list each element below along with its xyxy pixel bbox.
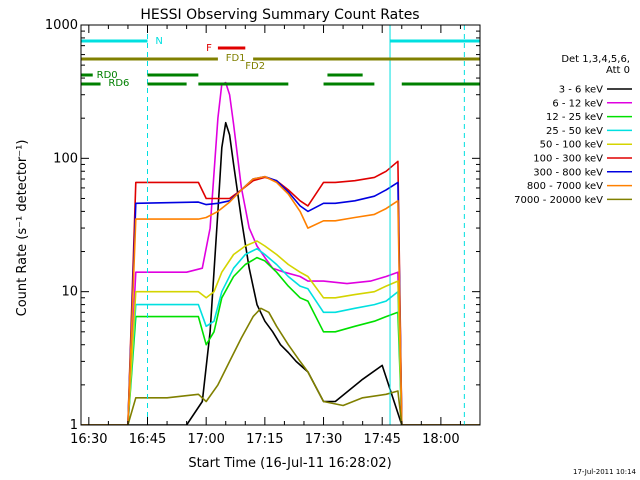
legend-label-3: 12 - 25 keV — [546, 112, 603, 123]
legend: Det 1,3,4,5,6,Att 03 - 6 keV 6 - 12 keV 12… — [514, 54, 632, 206]
series-line-9 — [81, 307, 480, 425]
legend-label-2: 6 - 12 keV — [552, 98, 603, 109]
flag-label-n: N — [155, 36, 162, 47]
plot-frame — [80, 24, 481, 426]
legend-label-1: 3 - 6 keV — [559, 85, 603, 96]
series-line-4 — [81, 247, 480, 425]
x-tick-label-1745: 17:45 — [363, 432, 400, 447]
series-line-5 — [81, 240, 480, 425]
series-line-6 — [81, 160, 480, 425]
flag-label-f: F — [206, 43, 212, 54]
legend-label-6: 100 - 300 keV — [533, 154, 603, 165]
y-tick-label-100: 100 — [53, 151, 78, 166]
y-tick-label-1000: 1000 — [45, 18, 78, 33]
x-tick-label-1645: 16:45 — [129, 432, 166, 447]
legend-label-9: 7000 - 20000 keV — [514, 195, 603, 206]
x-axis-label: Start Time (16-Jul-11 16:28:02) — [188, 456, 391, 471]
axes: 16:30 16:45 17:00 17:15 17:30 17:45 18:00 1 10 10… — [45, 18, 481, 447]
legend-label-8: 800 - 7000 keV — [527, 181, 603, 192]
x-tick-label-1700: 17:00 — [187, 432, 224, 447]
flag-label-rd0: RD0 — [97, 70, 118, 81]
legend-label-7: 300 - 800 keV — [533, 167, 603, 178]
legend-header-2: Att 0 — [606, 65, 630, 76]
y-axis-label: Count Rate (s⁻¹ detector⁻¹) — [15, 140, 30, 317]
legend-label-5: 50 - 100 keV — [540, 140, 604, 151]
y-tick-label-10: 10 — [61, 285, 78, 300]
series-group — [81, 81, 480, 425]
series-line-2 — [81, 81, 480, 425]
series-line-1 — [81, 121, 480, 425]
flag-label-rd6: RD6 — [108, 78, 129, 89]
series-line-3 — [81, 256, 480, 425]
series-line-8 — [81, 175, 480, 425]
chart-title: HESSI Observing Summary Count Rates — [140, 7, 419, 23]
x-tick-label-1730: 17:30 — [305, 432, 342, 447]
y-tick-label-1: 1 — [70, 418, 78, 433]
flag-label-fd2: FD2 — [245, 61, 265, 72]
series-line-7 — [81, 175, 480, 425]
x-tick-label-1630: 16:30 — [70, 432, 107, 447]
x-tick-label-1800: 18:00 — [422, 432, 459, 447]
x-tick-label-1715: 17:15 — [246, 432, 283, 447]
legend-label-4: 25 - 50 keV — [546, 126, 603, 137]
flag-label-fd1: FD1 — [226, 53, 246, 64]
legend-header-1: Det 1,3,4,5,6, — [561, 54, 630, 65]
footer-timestamp: 17-Jul-2011 10:14 — [573, 468, 637, 476]
